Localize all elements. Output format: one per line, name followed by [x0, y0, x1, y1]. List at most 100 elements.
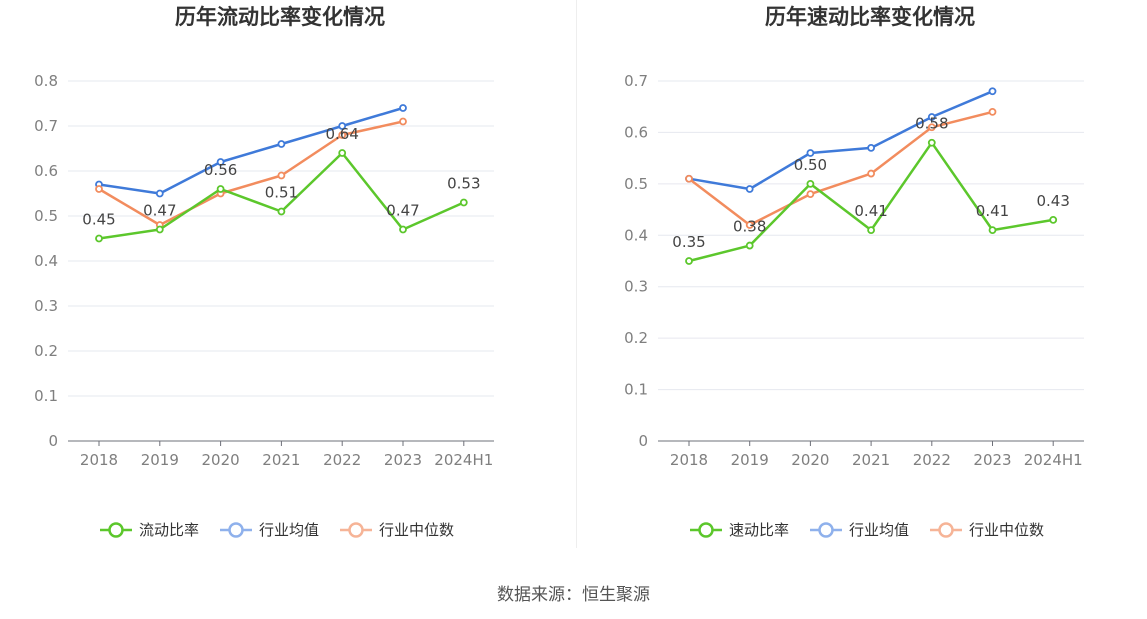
data-label: 0.56: [204, 161, 237, 179]
legend-marker: [938, 522, 954, 538]
x-tick-label: 2023: [384, 451, 422, 469]
legend-marker: [108, 522, 124, 538]
data-point: [155, 225, 164, 234]
data-point: [867, 143, 876, 152]
y-tick-label: 0.4: [34, 252, 58, 270]
x-tick-label: 2024H1: [434, 451, 493, 469]
data-point: [1049, 215, 1058, 224]
x-tick-label: 2023: [973, 451, 1011, 469]
data-point: [399, 225, 407, 234]
y-tick-label: 0.8: [34, 72, 58, 90]
data-point: [806, 179, 815, 188]
y-tick-label: 0.2: [624, 329, 648, 347]
y-tick-label: 0: [48, 432, 58, 450]
data-point: [216, 185, 225, 193]
legend-label: 行业中位数: [379, 521, 454, 539]
data-point: [459, 198, 468, 207]
data-point: [988, 226, 997, 235]
data-label: 0.47: [386, 202, 419, 220]
data-label: 0.41: [854, 202, 887, 220]
y-tick-label: 0.3: [624, 278, 648, 296]
legend-label: 行业均值: [849, 521, 909, 539]
y-tick-label: 0.2: [34, 342, 58, 360]
chart-title: 历年速动比率变化情况: [765, 5, 975, 29]
y-tick-label: 0.7: [34, 117, 58, 135]
y-tick-label: 0.7: [624, 72, 648, 90]
data-label: 0.53: [447, 175, 480, 193]
data-point: [685, 174, 693, 183]
data-point: [927, 138, 936, 147]
data-point: [685, 257, 693, 265]
y-tick-label: 0.6: [34, 162, 58, 180]
data-label: 0.51: [265, 184, 298, 202]
data-point: [277, 140, 286, 148]
data-label: 0.43: [1036, 192, 1069, 210]
data-label: 0.58: [915, 115, 948, 133]
y-tick-label: 0.5: [34, 207, 58, 225]
data-label: 0.35: [672, 233, 705, 251]
data-point: [338, 131, 347, 139]
data-point: [745, 221, 754, 229]
x-tick-label: 2019: [731, 451, 769, 469]
legend-marker: [348, 522, 364, 538]
data-label: 0.45: [82, 211, 115, 229]
y-tick-label: 0: [638, 432, 648, 450]
data-point: [988, 107, 997, 116]
legend-marker: [818, 522, 834, 538]
x-tick-label: 2020: [791, 451, 829, 469]
x-tick-label: 2024H1: [1024, 451, 1083, 469]
data-label: 0.41: [976, 202, 1009, 220]
data-point: [867, 226, 876, 235]
data-point: [338, 149, 347, 157]
data-point: [95, 234, 103, 243]
data-point: [867, 169, 876, 178]
data-point: [927, 123, 936, 132]
y-tick-label: 0.1: [34, 387, 58, 405]
y-tick-label: 0.6: [624, 123, 648, 141]
legend-label: 行业均值: [259, 521, 319, 539]
x-tick-label: 2020: [202, 451, 240, 469]
quick-ratio-chart: 历年速动比率变化情况 0 0.1 0.2 0.3 0.4 0.5 0.6 0.7 2018 2019…: [624, 5, 1084, 539]
y-tick-label: 0.5: [624, 175, 648, 193]
data-point: [745, 241, 754, 250]
data-point: [399, 117, 407, 126]
y-tick-label: 0.4: [624, 226, 648, 244]
data-point: [745, 185, 754, 193]
data-point: [277, 207, 286, 216]
y-tick-label: 0.3: [34, 297, 58, 315]
data-point: [806, 190, 815, 199]
legend-label: 速动比率: [729, 521, 789, 539]
current-ratio-chart: 历年流动比率变化情况 0 0.1 0.2 0.3 0.4 0.5 0.6 0.7 0.8 2018 2…: [34, 5, 494, 539]
legend-marker: [698, 522, 714, 538]
data-point: [216, 158, 225, 166]
data-point: [338, 122, 347, 130]
data-point: [988, 87, 997, 96]
data-label: 0.64: [325, 125, 358, 143]
data-label: 0.50: [794, 156, 827, 174]
x-tick-label: 2018: [670, 451, 708, 469]
x-tick-label: 2018: [80, 451, 118, 469]
x-tick-label: 2019: [141, 451, 179, 469]
data-point: [806, 149, 815, 157]
legend-label: 流动比率: [139, 521, 199, 539]
x-tick-label: 2021: [852, 451, 890, 469]
data-point: [399, 104, 407, 112]
data-point: [277, 171, 286, 180]
x-tick-label: 2021: [262, 451, 300, 469]
data-source: 数据来源：恒生聚源: [497, 585, 650, 605]
series-line: [98, 106, 404, 195]
data-label: 0.47: [143, 202, 176, 220]
data-point: [95, 185, 103, 193]
data-label: 0.38: [733, 218, 766, 236]
x-tick-label: 2022: [913, 451, 951, 469]
series-line: [688, 90, 993, 191]
series-line: [688, 110, 993, 227]
chart-title: 历年流动比率变化情况: [175, 5, 385, 29]
chart-divider: [576, 0, 577, 548]
data-point: [927, 113, 936, 121]
y-tick-label: 0.1: [624, 381, 648, 399]
data-point: [155, 189, 164, 198]
series-line: [98, 120, 404, 227]
legend-label: 行业中位数: [969, 521, 1044, 539]
